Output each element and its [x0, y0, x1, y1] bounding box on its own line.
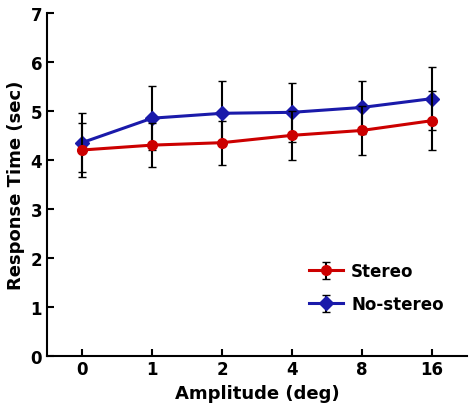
X-axis label: Amplitude (deg): Amplitude (deg) [175, 384, 339, 402]
Legend: Stereo, No-stereo: Stereo, No-stereo [303, 256, 450, 320]
Y-axis label: Response Time (sec): Response Time (sec) [7, 81, 25, 289]
